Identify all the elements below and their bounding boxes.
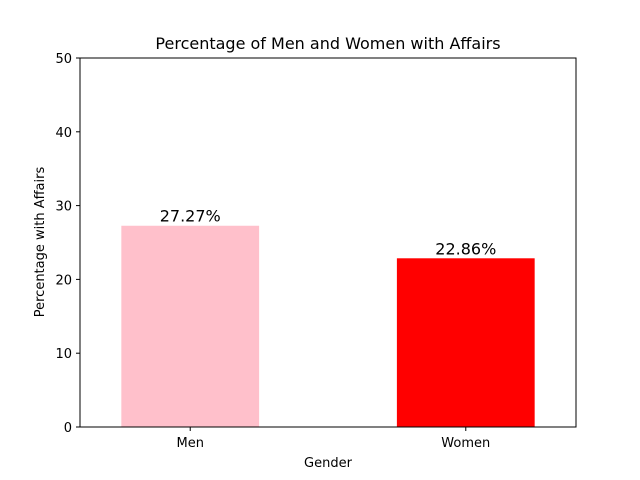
y-tick-label-40: 40 <box>55 126 72 141</box>
chart-title: Percentage of Men and Women with Affairs <box>155 34 500 53</box>
x-tick-label-men: Men <box>176 436 203 451</box>
x-axis-label: Gender <box>304 456 353 471</box>
data-label-women: 22.86% <box>435 239 496 258</box>
x-tick-label-women: Women <box>441 436 490 451</box>
y-tick-label-0: 0 <box>64 421 72 436</box>
data-labels-group: 27.27% 22.86% <box>160 207 497 259</box>
bars-group <box>121 225 535 427</box>
bar-women <box>396 258 535 427</box>
y-tick-label-30: 30 <box>55 200 72 215</box>
y-tick-label-50: 50 <box>55 52 72 67</box>
plot-frame <box>79 57 577 428</box>
x-axis-ticks: Men Women <box>176 427 490 451</box>
y-tick-label-20: 20 <box>55 273 72 288</box>
y-axis-ticks: 0 10 20 30 40 50 <box>55 52 80 436</box>
bar-men <box>121 225 260 427</box>
data-label-men: 27.27% <box>160 207 221 226</box>
y-axis-label: Percentage with Affairs <box>33 167 48 318</box>
y-tick-label-10: 10 <box>55 347 72 362</box>
